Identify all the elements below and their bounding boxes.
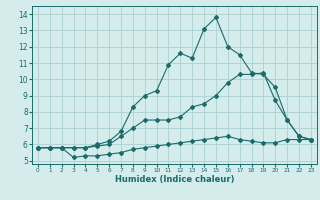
X-axis label: Humidex (Indice chaleur): Humidex (Indice chaleur) [115,175,234,184]
